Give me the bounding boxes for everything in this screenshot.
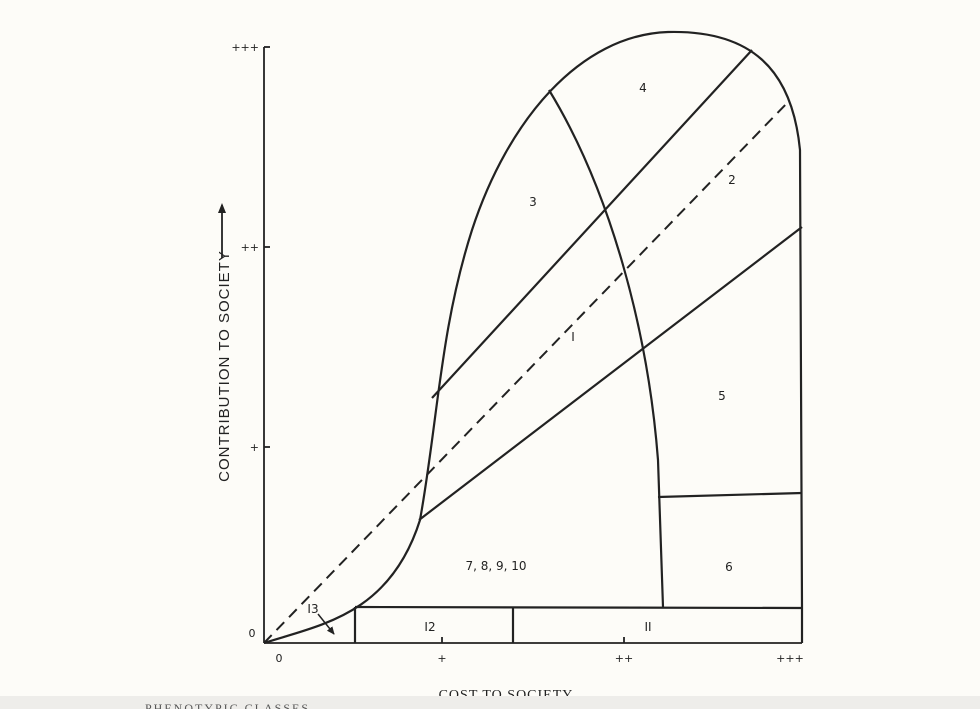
dashed-diagonal xyxy=(263,99,791,644)
region-label-13: I3 xyxy=(307,602,318,616)
cut-off-caption: PHENOTYPIC CLASSES xyxy=(145,701,310,709)
x-tick-label: ++ xyxy=(615,652,633,665)
x-tick-label: +++ xyxy=(776,652,804,665)
x-tick-label: + xyxy=(437,652,446,665)
region-label-7-10: 7, 8, 9, 10 xyxy=(465,559,526,573)
region-label-6: 6 xyxy=(725,560,733,574)
lower-boundary-line xyxy=(418,226,803,521)
y-tick-label: +++ xyxy=(231,41,259,54)
region-label-12: I2 xyxy=(424,620,435,634)
region-label-11: II xyxy=(644,620,651,634)
upper-boundary-line xyxy=(431,49,753,399)
region-label-5: 5 xyxy=(718,389,726,403)
y-axis-label: CONTRIBUTION TO SOCIETY xyxy=(216,250,233,482)
envelope-curve xyxy=(263,30,804,645)
y-tick-label: ++ xyxy=(241,241,259,254)
region-label-2: 2 xyxy=(728,173,736,187)
region-label-3: 3 xyxy=(529,195,537,209)
region-label-4: 4 xyxy=(639,81,647,95)
axes xyxy=(263,46,802,644)
region-13-arrow xyxy=(317,613,335,635)
x-tick-label: 0 xyxy=(276,652,283,665)
region-label-1: I xyxy=(571,330,575,344)
strip-top-line xyxy=(354,605,803,610)
y-tick-label: + xyxy=(250,441,259,454)
bottom-band xyxy=(0,696,980,709)
y-tick-label: 0 xyxy=(249,627,256,640)
curved-divider xyxy=(548,89,665,608)
divider-5-6 xyxy=(657,491,803,499)
